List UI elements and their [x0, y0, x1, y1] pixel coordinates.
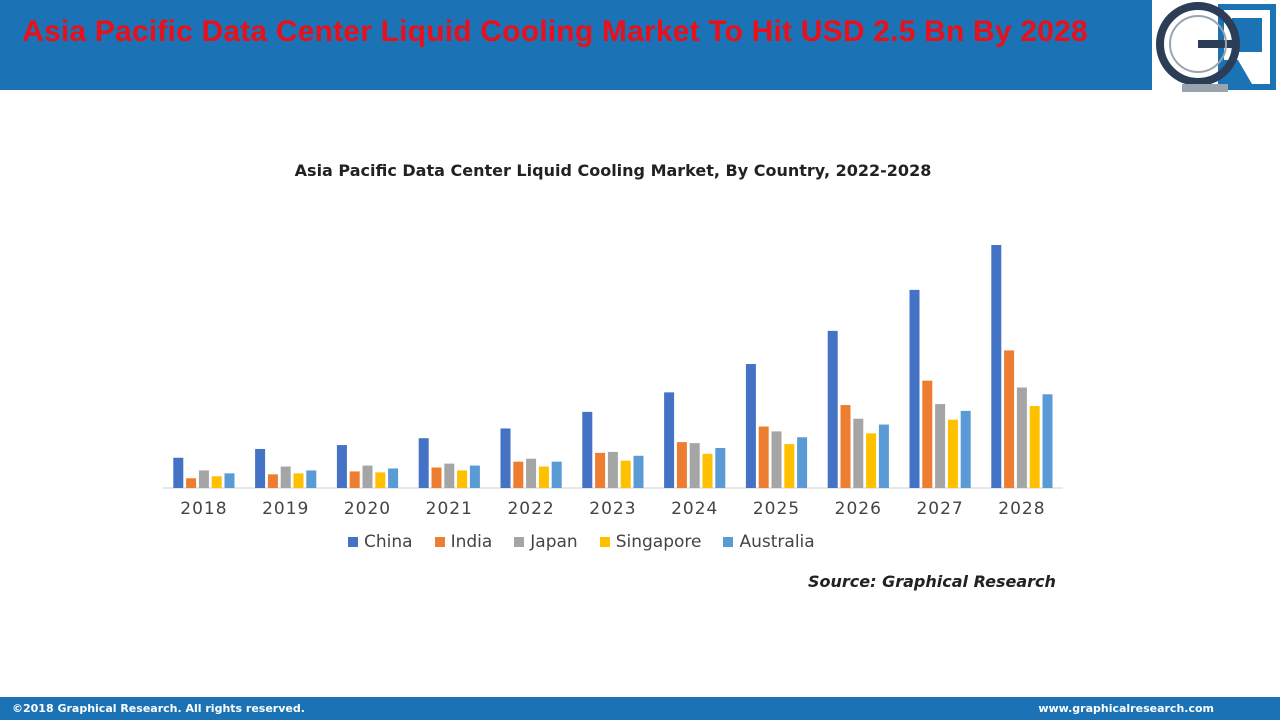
x-tick-label: 2019: [262, 499, 309, 519]
legend-swatch: [723, 537, 734, 547]
bar-japan-2020: [362, 465, 373, 488]
legend-label: India: [450, 532, 493, 552]
bar-india-2018: [186, 478, 197, 488]
bar-singapore-2025: [784, 444, 795, 488]
bar-india-2027: [922, 380, 933, 488]
bar-singapore-2026: [866, 433, 877, 488]
bar-india-2026: [840, 405, 851, 488]
gr-logo-icon: [1156, 2, 1276, 92]
bar-japan-2019: [280, 466, 291, 488]
x-tick-label: 2020: [344, 499, 391, 519]
bar-australia-2025: [797, 437, 808, 488]
source-note: Source: Graphical Research: [808, 572, 1056, 591]
x-tick-label: 2025: [753, 499, 800, 519]
bar-china-2021: [418, 438, 429, 488]
footer-bar: ©2018 Graphical Research. All rights res…: [0, 697, 1280, 720]
legend-label: Singapore: [615, 532, 702, 552]
legend-item-india: India: [434, 532, 493, 552]
bar-australia-2026: [878, 424, 889, 488]
legend-item-china: China: [348, 532, 413, 552]
bar-japan-2023: [607, 451, 618, 488]
chart-title: Asia Pacific Data Center Liquid Cooling …: [294, 161, 932, 180]
bar-singapore-2024: [702, 453, 713, 488]
bar-china-2026: [827, 330, 838, 488]
bar-japan-2028: [1016, 387, 1027, 488]
copyright-text: ©2018 Graphical Research. All rights res…: [12, 702, 305, 715]
page-title: Asia Pacific Data Center Liquid Cooling …: [22, 15, 1088, 48]
x-tick-label: 2018: [180, 499, 227, 519]
legend-swatch: [434, 537, 445, 547]
bar-china-2019: [255, 448, 266, 488]
bar-japan-2022: [526, 458, 537, 488]
bar-chart: 2018 2019 2020 2021 2022 2023 2024 2025 2026 2027…: [163, 244, 1063, 519]
bar-india-2019: [267, 474, 278, 488]
x-tick-label: 2026: [835, 499, 882, 519]
bar-singapore-2023: [620, 460, 631, 488]
website-link[interactable]: www.graphicalresearch.com: [1038, 702, 1214, 715]
bar-singapore-2027: [947, 419, 958, 488]
header-banner: Asia Pacific Data Center Liquid Cooling …: [0, 0, 1152, 90]
x-tick-label: 2022: [507, 499, 554, 519]
bar-india-2020: [349, 471, 360, 488]
bar-china-2027: [909, 289, 920, 488]
bar-singapore-2022: [538, 466, 549, 488]
legend-label: Australia: [739, 532, 815, 552]
bar-singapore-2019: [293, 473, 304, 488]
bar-india-2028: [1004, 350, 1015, 488]
chart-legend: China India Japan Singapore Australia: [348, 532, 837, 552]
bar-australia-2024: [715, 447, 726, 488]
bar-india-2024: [676, 442, 687, 488]
bar-australia-2019: [306, 470, 317, 488]
legend-item-japan: Japan: [514, 532, 578, 552]
legend-item-singapore: Singapore: [599, 532, 702, 552]
bar-singapore-2028: [1029, 406, 1040, 488]
bar-japan-2024: [689, 443, 700, 488]
bar-india-2023: [595, 452, 606, 488]
bar-japan-2018: [198, 470, 209, 488]
x-tick-label: 2027: [916, 499, 963, 519]
bar-australia-2028: [1042, 394, 1053, 488]
x-tick-label: 2023: [589, 499, 636, 519]
bar-singapore-2018: [211, 476, 222, 488]
x-tick-label: 2021: [426, 499, 473, 519]
bar-australia-2021: [469, 465, 480, 488]
x-tick-label: 2024: [671, 499, 718, 519]
legend-swatch: [514, 537, 525, 547]
bar-china-2022: [500, 428, 511, 488]
bar-india-2025: [758, 426, 769, 488]
bar-india-2021: [431, 467, 442, 488]
legend-swatch: [599, 537, 610, 547]
bar-australia-2018: [224, 473, 235, 488]
bar-japan-2025: [771, 431, 782, 488]
legend-label: China: [364, 532, 413, 552]
bar-singapore-2021: [457, 470, 468, 488]
legend-swatch: [348, 537, 358, 547]
company-logo[interactable]: GR: [1152, 0, 1280, 94]
bar-india-2022: [513, 461, 524, 488]
legend-label: Japan: [530, 532, 578, 552]
bar-china-2025: [745, 364, 756, 488]
bar-australia-2020: [388, 468, 399, 488]
bar-australia-2022: [551, 461, 562, 488]
bar-china-2018: [173, 457, 184, 488]
bar-japan-2021: [444, 463, 455, 488]
bar-australia-2023: [633, 455, 644, 488]
bar-china-2028: [991, 244, 1002, 488]
bar-china-2024: [664, 392, 675, 488]
bar-china-2020: [336, 445, 347, 488]
bar-singapore-2020: [375, 472, 386, 488]
legend-item-australia: Australia: [723, 532, 815, 552]
bar-australia-2027: [960, 410, 971, 488]
x-tick-label: 2028: [998, 499, 1045, 519]
bar-japan-2026: [853, 418, 864, 488]
bar-china-2023: [582, 411, 593, 488]
bar-japan-2027: [935, 404, 946, 488]
